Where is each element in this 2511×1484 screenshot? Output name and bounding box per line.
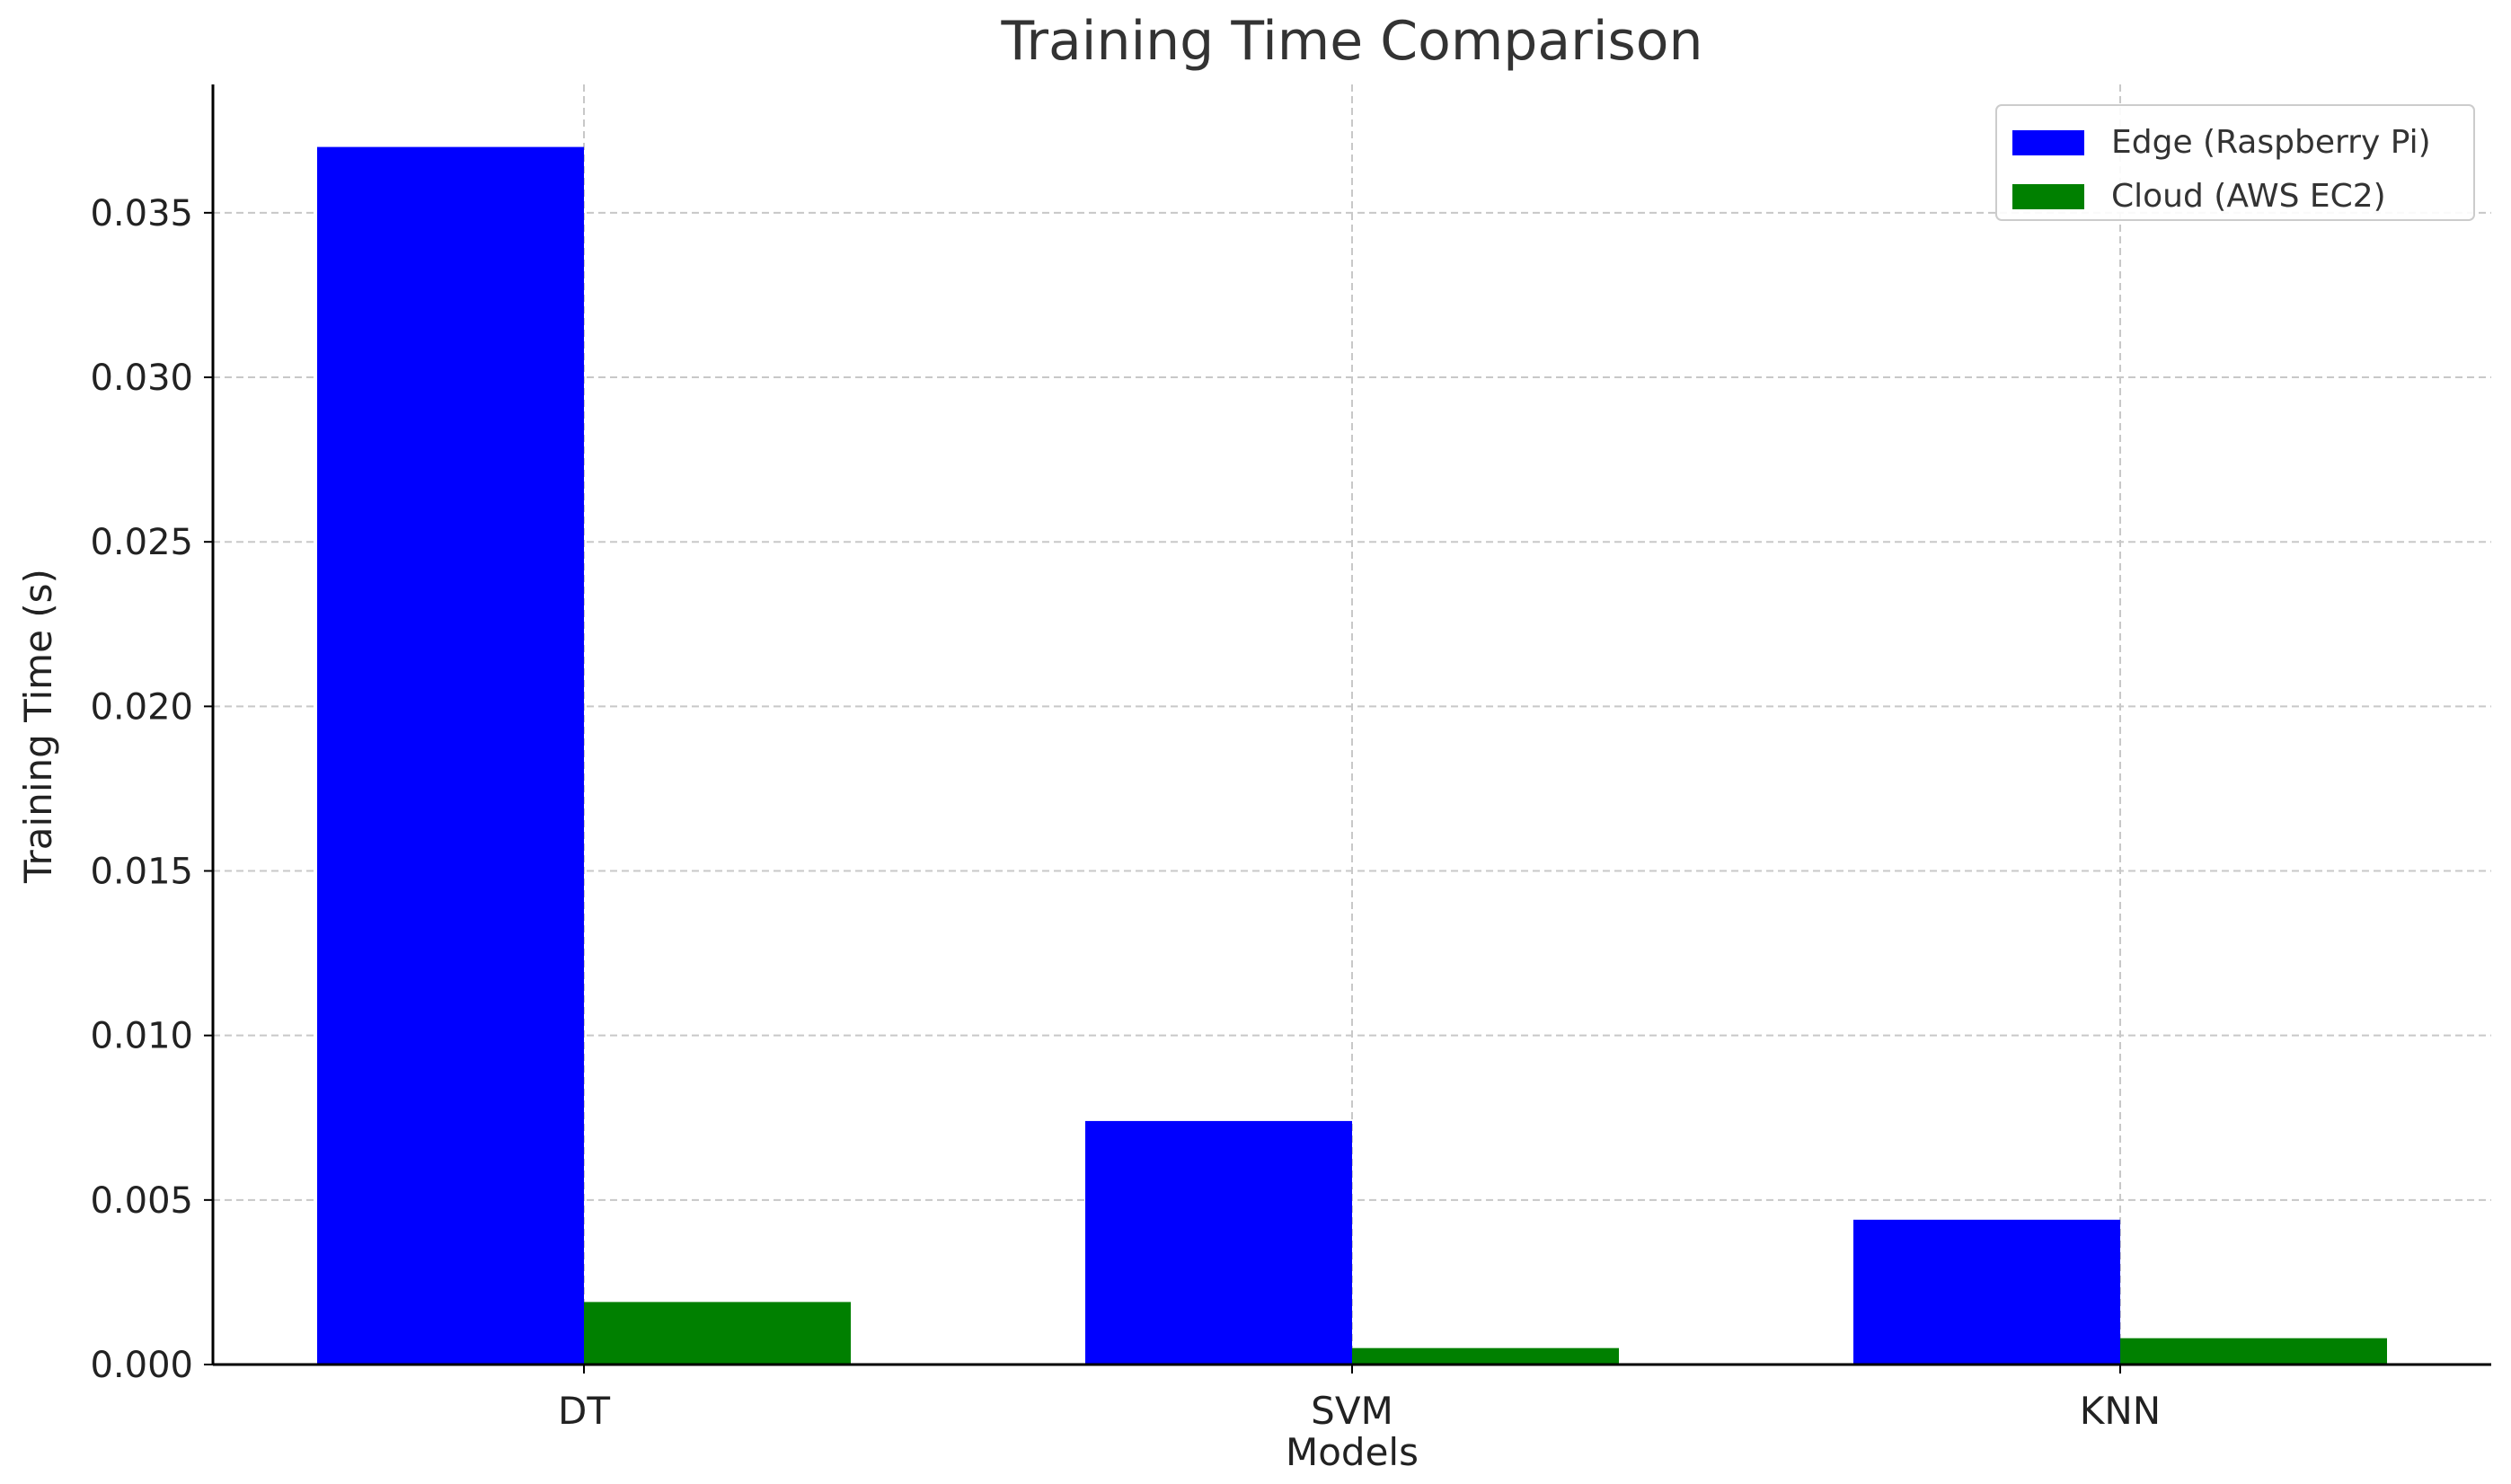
y-tick-label: 0.030 [90, 358, 193, 399]
y-tick-label: 0.005 [90, 1180, 193, 1222]
legend-box [1995, 104, 2475, 221]
y-tick-label: 0.020 [90, 686, 193, 728]
bar-edge-dt [317, 146, 584, 1365]
y-axis-label: Training Time (s) [16, 569, 60, 884]
y-tick-label: 0.035 [90, 193, 193, 234]
x-axis-label: Models [1286, 1430, 1419, 1474]
x-tick-label: SVM [1311, 1389, 1393, 1433]
x-tick-label: KNN [2080, 1389, 2161, 1433]
y-tick-label: 0.000 [90, 1345, 193, 1386]
legend-swatch [2012, 184, 2084, 209]
legend-label: Cloud (AWS EC2) [2111, 178, 2386, 215]
legend-label: Edge (Raspberry Pi) [2111, 124, 2431, 161]
axes [204, 84, 2491, 1374]
bars [317, 146, 2387, 1365]
bar-edge-svm [1085, 1120, 1352, 1365]
grid-lines [213, 84, 2491, 1365]
bar-cloud-dt [584, 1302, 851, 1365]
bar-edge-knn [1853, 1219, 2120, 1365]
y-tick-label: 0.010 [90, 1016, 193, 1057]
y-tick-label: 0.025 [90, 522, 193, 563]
bar-cloud-knn [2120, 1338, 2387, 1365]
x-tick-label: DT [558, 1389, 610, 1433]
bar-cloud-svm [1352, 1347, 1619, 1365]
legend: Edge (Raspberry Pi) Cloud (AWS EC2) [1995, 104, 2475, 221]
tick-labels: 0.000 0.005 0.010 0.015 0.020 0.025 0.030 0.035… [90, 193, 2161, 1433]
y-tick-label: 0.015 [90, 852, 193, 893]
chart-title: Training Time Comparison [1001, 10, 1703, 73]
legend-swatch [2012, 130, 2084, 155]
